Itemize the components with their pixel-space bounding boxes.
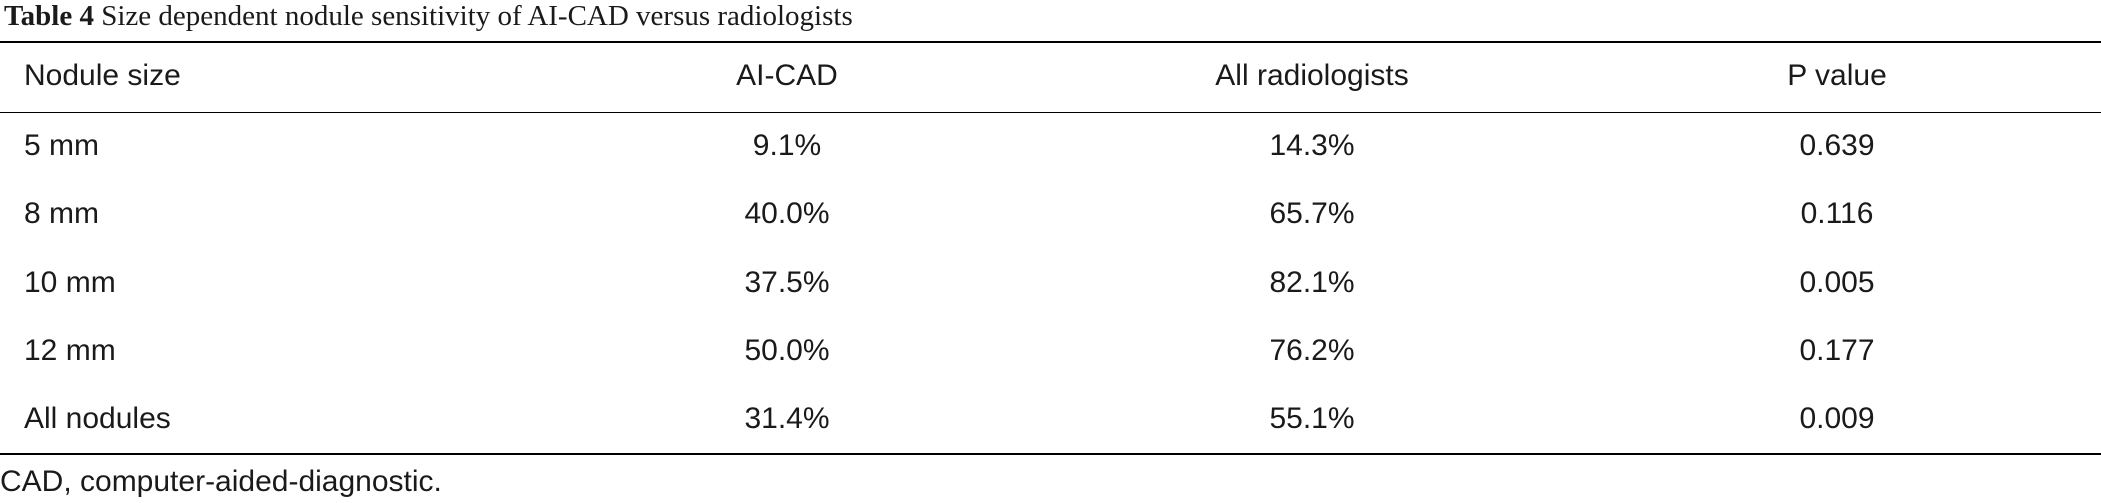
bottom-rule — [0, 453, 2101, 455]
table-cell: 82.1% — [1269, 265, 1355, 299]
table-cell: 8 mm — [24, 197, 99, 231]
header-cell: AI-CAD — [736, 59, 838, 92]
caption-label: Table 4 — [4, 0, 94, 32]
table-cell: 0.177 — [1799, 333, 1875, 367]
table-cell: 40.0% — [744, 197, 830, 231]
table-caption: Table 4 Size dependent nodule sensitivit… — [4, 0, 853, 32]
table-cell: 10 mm — [24, 265, 116, 299]
table-cell: 37.5% — [744, 265, 830, 299]
table-cell: 55.1% — [1269, 402, 1355, 436]
table-cell: 9.1% — [752, 129, 822, 162]
header-cell: Nodule size — [24, 59, 181, 92]
footnote: CAD, computer-aided-diagnostic. — [0, 465, 442, 498]
table-cell: 14.3% — [1269, 129, 1355, 162]
table-cell: 31.4% — [744, 402, 830, 436]
table-cell: 5 mm — [24, 129, 99, 162]
top-rule — [0, 41, 2101, 43]
header-rule — [0, 112, 2101, 113]
caption-text: Size dependent nodule sensitivity of AI-… — [101, 0, 853, 32]
table-cell: 76.2% — [1269, 333, 1355, 367]
table-cell: All nodules — [24, 402, 171, 436]
table-cell: 0.116 — [1800, 197, 1874, 231]
table-cell: 12 mm — [24, 333, 116, 367]
table-cell: 65.7% — [1269, 197, 1355, 231]
table-cell: 0.009 — [1799, 402, 1875, 436]
header-cell: All radiologists — [1215, 59, 1409, 92]
table-cell: 0.639 — [1799, 129, 1875, 162]
table-cell: 0.005 — [1799, 265, 1875, 299]
table-cell: 50.0% — [744, 333, 830, 367]
header-cell: P value — [1787, 59, 1887, 92]
